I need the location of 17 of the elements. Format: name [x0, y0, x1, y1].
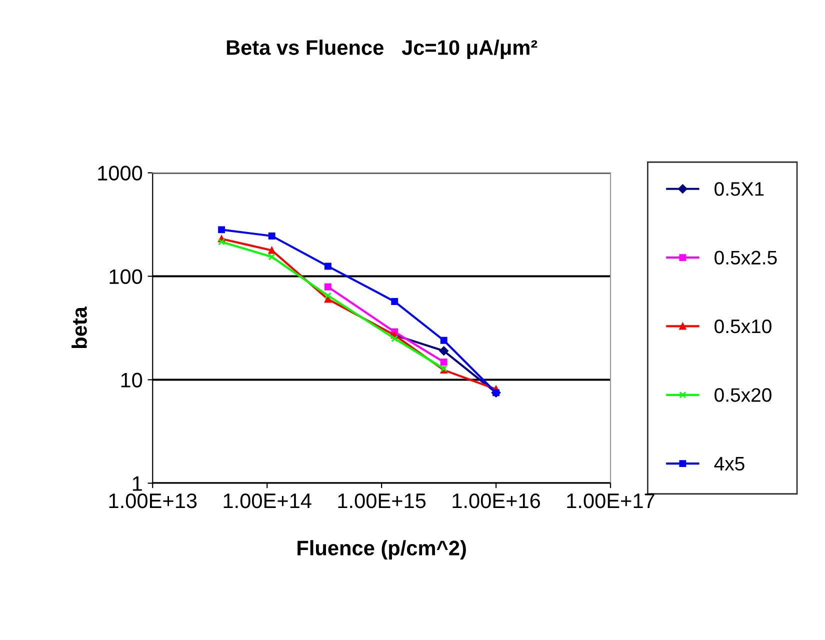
x-axis-title: Fluence (p/cm^2): [298, 540, 466, 560]
legend-label: 4x5: [714, 457, 744, 471]
chart-title: Beta vs Fluence Jc=10 μA/μm²: [226, 40, 538, 59]
x-tick-label: 1.00E+15: [338, 493, 426, 508]
legend-label: 0.5x10: [714, 319, 772, 334]
y-axis-title: beta: [72, 306, 87, 348]
y-tick-label: 1000: [98, 166, 142, 181]
y-tick-label: 1: [132, 476, 142, 491]
x-tick-label: 1.00E+17: [567, 493, 654, 508]
legend-label: 0.5x20: [714, 388, 772, 402]
x-tick-label: 1.00E+13: [109, 493, 197, 508]
legend-label: 0.5x2.5: [714, 250, 777, 265]
x-tick-label: 1.00E+16: [452, 493, 540, 508]
legend-label: 0.5X1: [714, 182, 764, 196]
x-tick-label: 1.00E+14: [224, 493, 312, 508]
y-tick-label: 100: [110, 269, 142, 284]
y-tick-label: 10: [121, 372, 142, 388]
